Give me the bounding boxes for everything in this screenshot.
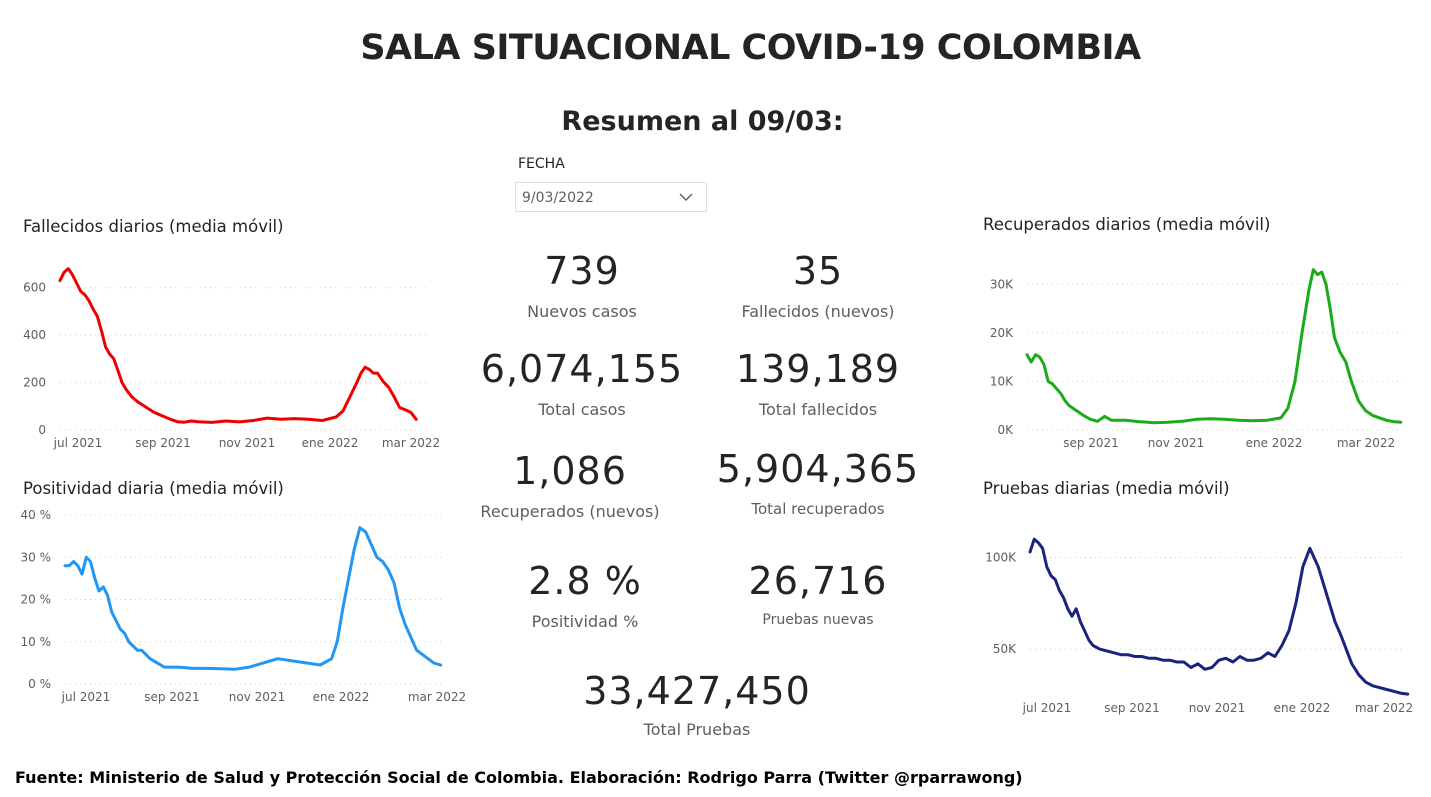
pruebas-chart-title: Pruebas diarias (media móvil): [983, 479, 1230, 498]
date-dropdown[interactable]: 9/03/2022: [515, 182, 707, 212]
series-line[interactable]: [1028, 537, 1410, 696]
x-tick-label: nov 2021: [1148, 436, 1204, 450]
kpi-total-casos: 6,074,155 Total casos: [452, 350, 712, 419]
x-tick-label: nov 2021: [219, 436, 275, 450]
x-tick-label: ene 2022: [313, 690, 370, 704]
y-tick-label: 30 %: [21, 550, 52, 564]
kpi-recuperados-nuevos: 1,086 Recuperados (nuevos): [440, 452, 700, 521]
x-tick-label: mar 2022: [382, 436, 440, 450]
kpi-value: 739: [544, 249, 620, 293]
recuperados-line-chart[interactable]: 0K 10K 20K 30K sep 2021 nov 2021 ene 2022 mar 2…: [975, 250, 1415, 455]
x-tick-label: sep 2021: [144, 690, 200, 704]
kpi-label: Nuevos casos: [527, 302, 637, 321]
x-tick-label: jul 2021: [1022, 701, 1072, 715]
series-line[interactable]: [58, 267, 418, 424]
kpi-total-recuperados: 5,904,365 Total recuperados: [688, 450, 948, 518]
x-tick-label: mar 2022: [408, 690, 466, 704]
positividad-line-chart[interactable]: 0 % 10 % 20 % 30 % 40 % jul 2021 sep 2021 nov 2…: [15, 505, 467, 710]
x-tick-label: mar 2022: [1355, 701, 1413, 715]
y-tick-label: 50K: [993, 642, 1017, 656]
kpi-value: 33,427,450: [583, 669, 811, 713]
x-tick-label: sep 2021: [1063, 436, 1119, 450]
kpi-label: Positividad %: [531, 612, 639, 631]
x-tick-label: jul 2021: [61, 690, 111, 704]
y-tick-label: 100K: [985, 551, 1017, 565]
kpi-value: 6,074,155: [480, 347, 684, 391]
source-footer: Fuente: Ministerio de Salud y Protección…: [15, 768, 1023, 787]
kpi-pruebas-nuevas: 26,716 Pruebas nuevas: [688, 562, 948, 628]
x-tick-label: ene 2022: [1274, 701, 1331, 715]
recuperados-chart-title: Recuperados diarios (media móvil): [983, 215, 1271, 234]
kpi-value: 1,086: [513, 449, 627, 493]
kpi-label: Total fallecidos: [758, 400, 878, 419]
y-tick-label: 0 %: [28, 677, 51, 691]
kpi-label: Recuperados (nuevos): [480, 502, 660, 521]
x-tick-label: jul 2021: [53, 436, 103, 450]
kpi-nuevos-casos: 739 Nuevos casos: [452, 252, 712, 321]
fallecidos-chart-title: Fallecidos diarios (media móvil): [23, 217, 284, 236]
y-tick-label: 200: [23, 376, 46, 390]
kpi-value: 2.8 %: [528, 559, 642, 603]
x-tick-label: mar 2022: [1337, 436, 1395, 450]
series-line[interactable]: [63, 526, 443, 671]
y-tick-label: 20K: [990, 326, 1014, 340]
kpi-label: Total recuperados: [751, 500, 885, 518]
kpi-value: 26,716: [748, 559, 888, 603]
x-tick-label: nov 2021: [1189, 701, 1245, 715]
kpi-label: Pruebas nuevas: [762, 612, 874, 628]
kpi-value: 139,189: [735, 347, 901, 391]
kpi-label: Total casos: [538, 400, 626, 419]
date-filter-label: FECHA: [518, 156, 565, 172]
y-tick-label: 0: [38, 423, 46, 437]
series-line[interactable]: [1025, 268, 1403, 425]
kpi-label: Total Pruebas: [643, 720, 751, 739]
kpi-fallecidos-nuevos: 35 Fallecidos (nuevos): [688, 252, 948, 321]
date-dropdown-value: 9/03/2022: [522, 190, 594, 206]
kpi-positividad: 2.8 % Positividad %: [455, 562, 715, 631]
x-tick-label: nov 2021: [229, 690, 285, 704]
chevron-down-icon[interactable]: [678, 189, 694, 205]
y-tick-label: 20 %: [21, 593, 52, 607]
y-tick-label: 30K: [990, 277, 1014, 291]
kpi-value: 35: [792, 249, 844, 293]
page-title: SALA SITUACIONAL COVID-19 COLOMBIA: [360, 28, 1141, 68]
positividad-chart-title: Positividad diaria (media móvil): [23, 479, 284, 498]
x-tick-label: sep 2021: [135, 436, 191, 450]
kpi-label: Fallecidos (nuevos): [741, 302, 895, 321]
y-tick-label: 40 %: [21, 508, 52, 522]
summary-subtitle: Resumen al 09/03:: [561, 106, 844, 137]
pruebas-line-chart[interactable]: 50K 100K jul 2021 sep 2021 nov 2021 ene 2022 m…: [975, 520, 1420, 720]
y-tick-label: 600: [23, 281, 46, 295]
x-tick-label: sep 2021: [1104, 701, 1160, 715]
kpi-total-pruebas: 33,427,450 Total Pruebas: [567, 672, 827, 739]
x-tick-label: ene 2022: [1246, 436, 1303, 450]
y-tick-label: 10K: [990, 374, 1014, 388]
x-tick-label: ene 2022: [302, 436, 359, 450]
kpi-total-fallecidos: 139,189 Total fallecidos: [688, 350, 948, 419]
y-tick-label: 10 %: [21, 635, 52, 649]
fallecidos-line-chart[interactable]: 0 200 400 600 jul 2021 sep 2021 nov 2021 ene 20…: [15, 250, 445, 455]
kpi-value: 5,904,365: [716, 447, 920, 491]
y-tick-label: 400: [23, 328, 46, 342]
y-tick-label: 0K: [997, 423, 1014, 437]
